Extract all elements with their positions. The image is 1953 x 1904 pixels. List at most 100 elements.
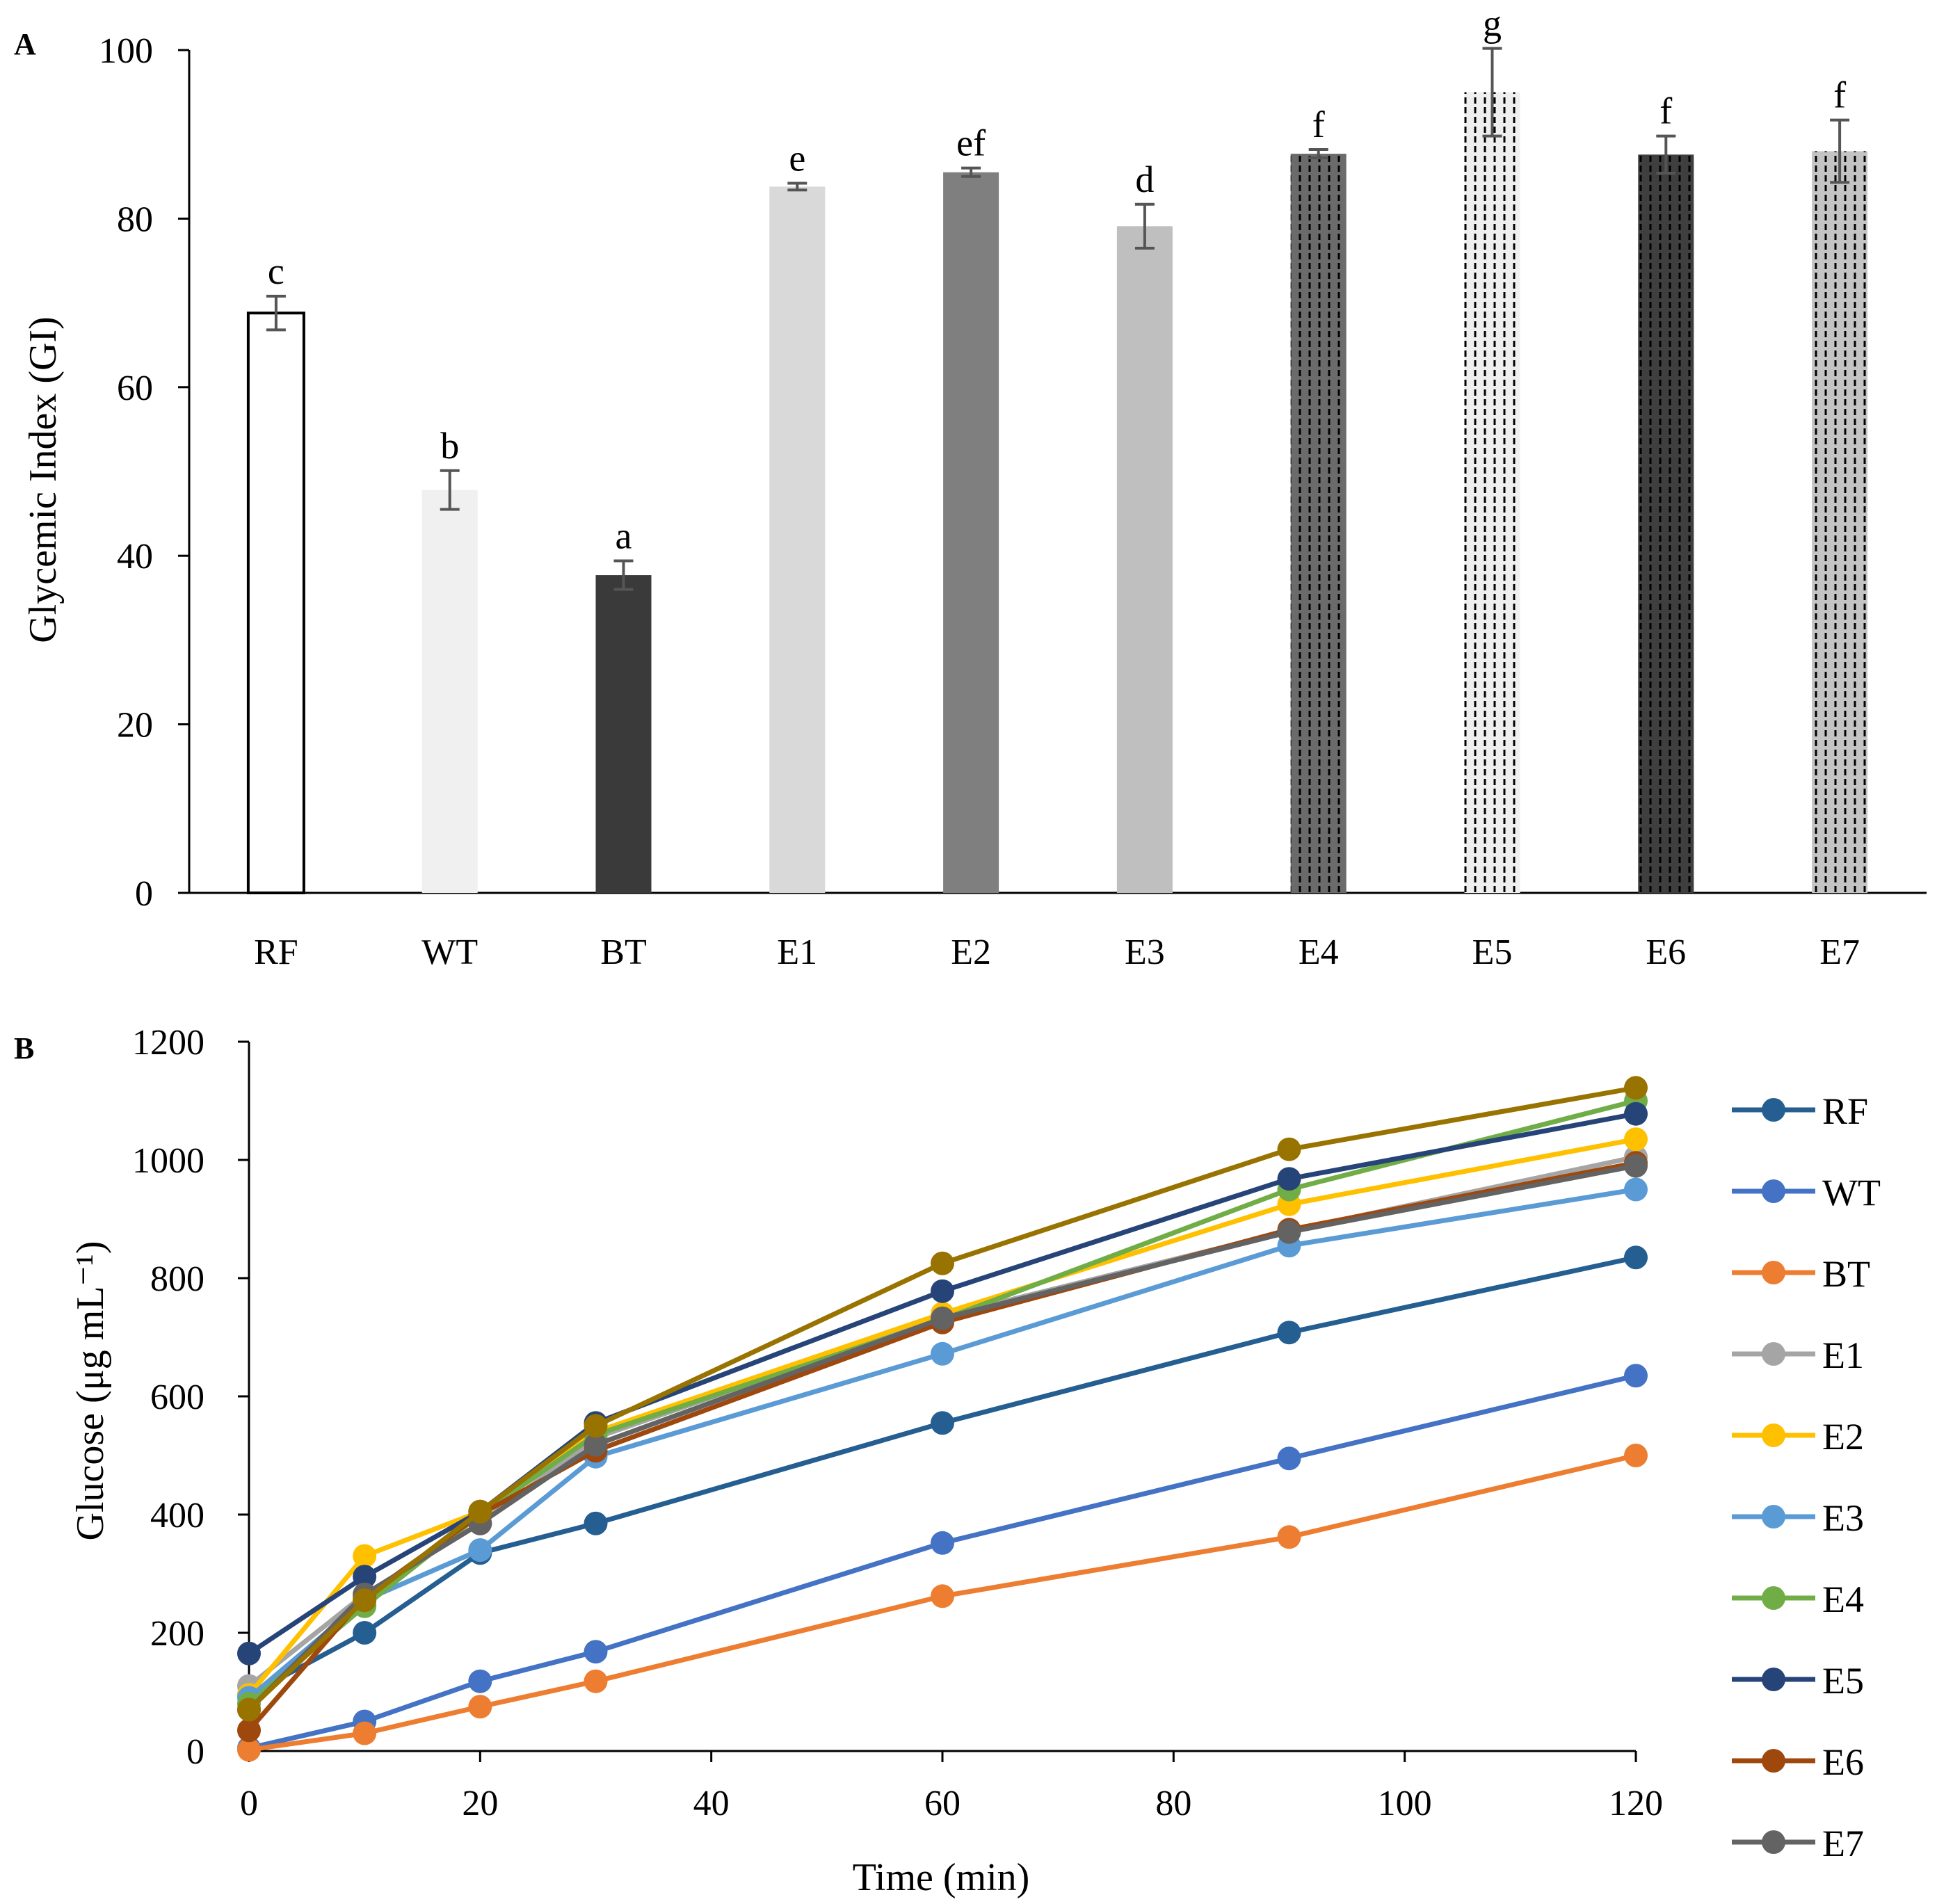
x-category-label-rf: RF <box>254 933 298 972</box>
legend-marker-rf <box>1762 1098 1785 1122</box>
series-line-e7 <box>247 1163 1637 1711</box>
significance-letter-e4: f <box>1312 104 1325 145</box>
legend-label-rf: RF <box>1822 1090 1868 1132</box>
data-point-wt <box>584 1640 608 1664</box>
panel-a-y-tick-label: 100 <box>99 31 153 71</box>
bar-hatch-e6 <box>1638 154 1694 894</box>
legend-label-e7: E7 <box>1822 1823 1864 1864</box>
x-category-label-e1: E1 <box>777 933 817 972</box>
data-point-bt <box>237 1738 261 1762</box>
data-point-wt <box>931 1531 954 1555</box>
data-point-extra <box>1624 1076 1648 1100</box>
significance-letter-bt: a <box>616 515 632 556</box>
legend-label-e2: E2 <box>1822 1416 1864 1458</box>
legend-marker-e3 <box>1762 1505 1785 1528</box>
significance-letter-e7: f <box>1833 74 1846 116</box>
panel-b-x-axis-title: Time (min) <box>853 1856 1030 1899</box>
data-point-bt <box>1624 1444 1648 1467</box>
legend-label-e3: E3 <box>1822 1497 1864 1539</box>
x-category-label-bt: BT <box>600 933 646 972</box>
data-point-e7 <box>931 1306 954 1330</box>
panel-a-y-axis-title: Glycemic Index (GI) <box>22 316 65 643</box>
legend-marker-e5 <box>1762 1668 1785 1691</box>
data-point-e2 <box>353 1544 377 1568</box>
data-point-bt <box>1277 1525 1301 1549</box>
data-point-rf <box>931 1411 954 1435</box>
data-point-e7 <box>1624 1154 1648 1178</box>
data-point-extra <box>237 1697 261 1722</box>
panel-b-y-tick-label: 0 <box>186 1732 204 1772</box>
data-point-extra <box>584 1414 608 1438</box>
data-point-wt <box>1277 1446 1301 1471</box>
data-point-rf <box>1277 1321 1301 1345</box>
bar-e3 <box>1116 226 1173 894</box>
data-point-e5 <box>237 1641 261 1665</box>
data-point-bt <box>468 1695 492 1719</box>
panel-b-x-tick-label: 120 <box>1609 1784 1663 1823</box>
legend-label-e4: E4 <box>1822 1579 1864 1620</box>
bar-hatch-e7 <box>1812 151 1868 894</box>
panel-b-legend: RF WT BT E1 E2 E3 E4 E5 E6 E7 <box>1732 1090 1881 1864</box>
data-point-rf <box>353 1621 377 1645</box>
panel-b-x-tick-label: 100 <box>1378 1784 1432 1823</box>
data-point-e5 <box>931 1279 954 1303</box>
legend-marker-e7 <box>1762 1830 1785 1854</box>
x-category-label-e4: E4 <box>1299 933 1339 972</box>
significance-letter-rf: c <box>268 250 284 292</box>
panel-b-y-tick-label: 1200 <box>132 1023 204 1063</box>
bar-bt <box>595 575 652 893</box>
x-category-label-wt: WT <box>421 933 478 972</box>
legend-label-bt: BT <box>1822 1253 1870 1295</box>
x-category-label-e5: E5 <box>1472 933 1513 972</box>
series-line-e6 <box>247 1160 1637 1732</box>
data-point-extra <box>353 1588 377 1613</box>
panel-a-y-tick-label: 40 <box>117 537 153 576</box>
legend-label-e5: E5 <box>1822 1660 1864 1702</box>
panel-b-x-tick-label: 20 <box>462 1784 498 1823</box>
panel-b-y-tick-label: 200 <box>150 1614 204 1654</box>
x-category-label-e3: E3 <box>1125 933 1165 972</box>
data-point-e6 <box>237 1718 261 1743</box>
data-point-extra <box>931 1251 954 1275</box>
series-line-e4 <box>247 1098 1637 1706</box>
significance-letter-wt: b <box>440 425 459 467</box>
panel-a-y-tick-label: 60 <box>117 369 153 408</box>
legend-label-wt: WT <box>1822 1172 1881 1213</box>
bar-hatch-e5 <box>1464 92 1520 894</box>
significance-letter-e2: ef <box>956 122 986 164</box>
panel-b-x-tick-label: 0 <box>240 1784 258 1823</box>
panel-b-y-tick-label: 1000 <box>132 1141 204 1181</box>
data-point-e3 <box>1624 1177 1648 1202</box>
panel-b-y-tick-label: 800 <box>150 1259 204 1299</box>
significance-letter-e5: g <box>1483 3 1502 45</box>
panel-b-x-tick-label: 40 <box>693 1784 730 1823</box>
data-point-bt <box>931 1584 954 1608</box>
panel-a-y-tick-label: 20 <box>117 706 153 745</box>
x-category-label-e7: E7 <box>1819 933 1860 972</box>
panel-a-label: A <box>14 27 36 61</box>
significance-letter-e6: f <box>1659 90 1672 132</box>
bar-e2 <box>943 172 999 894</box>
data-point-e7 <box>1277 1220 1301 1244</box>
bar-e1 <box>769 186 826 893</box>
data-point-wt <box>1624 1364 1648 1388</box>
panel-a-y-tick-label: 0 <box>135 874 153 914</box>
legend-marker-bt <box>1762 1261 1785 1284</box>
data-point-e5 <box>1277 1167 1301 1191</box>
panel-a-y-tick-label: 80 <box>117 200 153 239</box>
legend-marker-wt <box>1762 1179 1785 1203</box>
x-category-label-e6: E6 <box>1646 933 1686 972</box>
legend-label-e6: E6 <box>1822 1741 1864 1783</box>
panel-b-y-tick-label: 400 <box>150 1496 204 1535</box>
data-point-e3 <box>468 1538 492 1562</box>
bar-wt <box>421 490 478 893</box>
legend-label-e1: E1 <box>1822 1334 1864 1376</box>
panel-b-line-chart: B Glucose (μg mL⁻¹) Time (min) 020040060… <box>14 1023 1881 1899</box>
series-line-e5 <box>248 1111 1637 1656</box>
legend-marker-e6 <box>1762 1749 1785 1773</box>
data-point-rf <box>584 1511 608 1535</box>
legend-marker-e4 <box>1762 1586 1785 1610</box>
panel-a-plot: 0 20 40 60 80 100 c RF b WT a BT e E1 ef E2 d E3 f E4 g E5 f E6… <box>99 3 1927 972</box>
panel-b-y-axis-title: Glucose (μg mL⁻¹) <box>69 1241 112 1541</box>
legend-marker-e1 <box>1762 1342 1785 1366</box>
